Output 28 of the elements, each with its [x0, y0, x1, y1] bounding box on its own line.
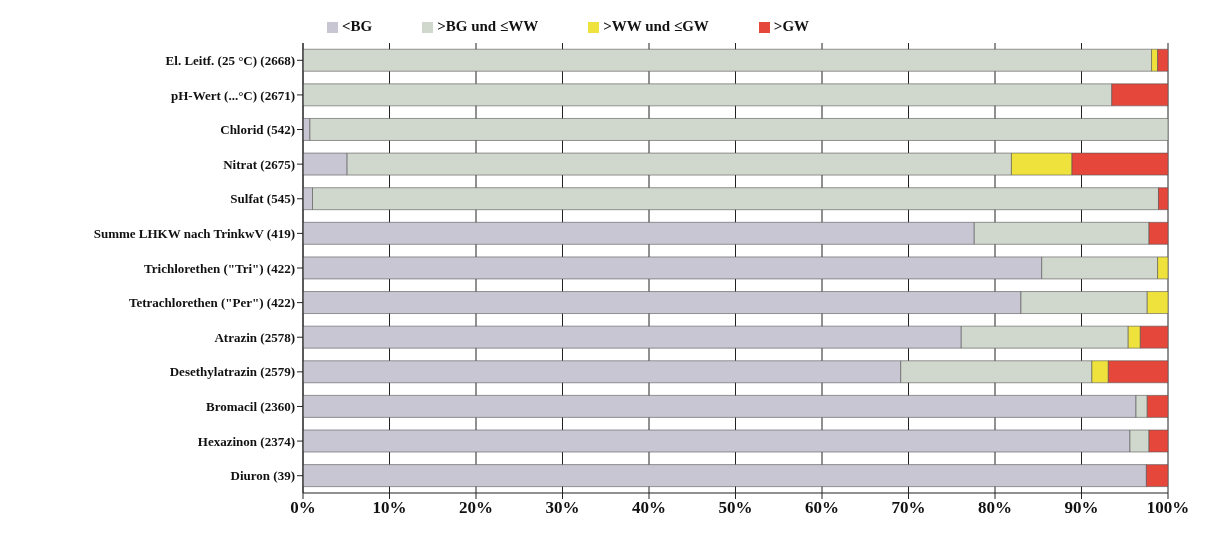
y-tick-label: Desethylatrazin (2579) — [169, 364, 295, 380]
legend-label: >GW — [773, 18, 810, 34]
x-tick-label: 10% — [372, 498, 407, 518]
x-tick-label: 0% — [290, 498, 316, 518]
x-tick-label: 30% — [545, 498, 580, 518]
y-tick-label: Hexazinon (2374) — [197, 433, 295, 449]
legend-label: >WW und ≤GW — [603, 18, 709, 34]
y-tick-label: Summe LHKW nach TrinkwV (419) — [93, 226, 295, 241]
y-tick-label: pH-Wert (...°C) (2671) — [171, 87, 295, 103]
x-tick-label: 90% — [1064, 498, 1099, 518]
x-tick-label: 50% — [718, 498, 753, 518]
y-tick-label: Chlorid (542) — [220, 122, 295, 138]
y-tick-label: Trichlorethen ("Tri") (422) — [144, 260, 295, 276]
y-tick-label: Bromacil (2360) — [206, 399, 295, 415]
y-tick-label: Atrazin (2578) — [214, 329, 295, 345]
x-tick-label: 60% — [805, 498, 839, 518]
y-tick-label: Tetrachlorethen ("Per") (422) — [128, 295, 295, 311]
x-tick-label: 80% — [978, 498, 1012, 518]
y-tick-label: Diuron (39) — [230, 468, 295, 484]
x-tick-label: 100% — [1146, 498, 1190, 518]
x-tick-label: 70% — [891, 498, 926, 518]
legend-label: >BG und ≤WW — [437, 18, 539, 34]
y-tick-label: Sulfat (545) — [230, 191, 295, 207]
x-tick-label: 40% — [632, 498, 666, 518]
y-tick-label: Nitrat (2675) — [223, 156, 295, 172]
x-tick-label: 20% — [459, 498, 493, 518]
legend-label: <BG — [341, 18, 373, 34]
y-tick-label: El. Leitf. (25 °C) (2668) — [165, 52, 295, 68]
